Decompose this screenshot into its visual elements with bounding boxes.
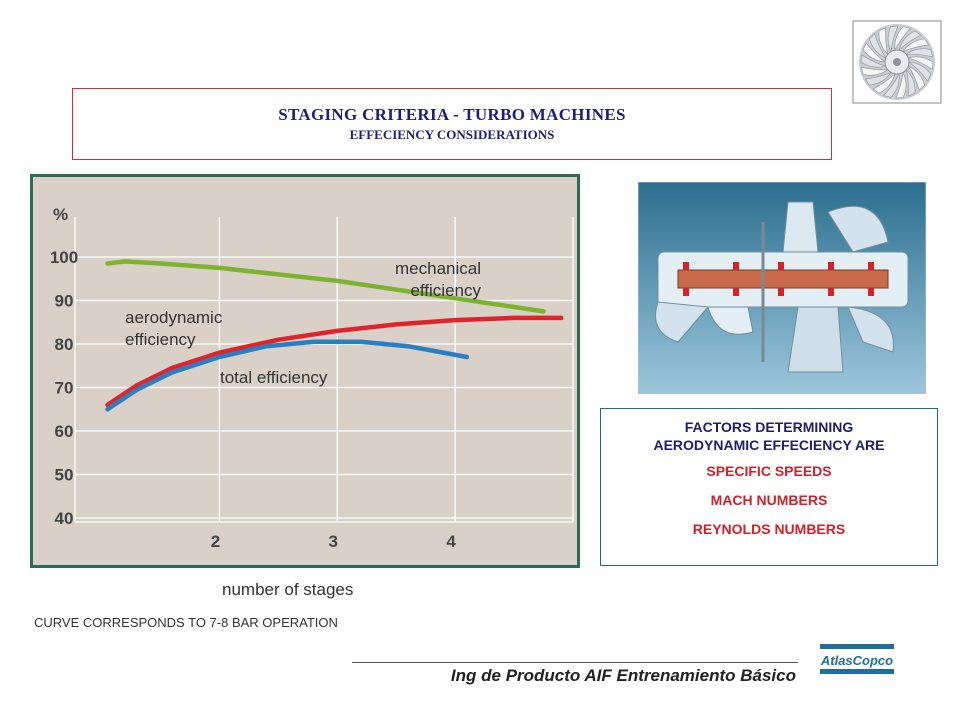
factor-item: SPECIFIC SPEEDS bbox=[706, 463, 832, 479]
footer-divider bbox=[352, 662, 798, 663]
factor-item: MACH NUMBERS bbox=[710, 492, 828, 508]
page-subtitle: EFFECIENCY CONSIDERATIONS bbox=[349, 127, 555, 142]
series-line-mechanical-efficiency bbox=[105, 259, 546, 314]
y-tick-label: 90 bbox=[55, 292, 74, 311]
efficiency-chart-svg: % 40 50 60 70 80 90 100 2 3 4 mechanical efficiency… bbox=[50, 205, 574, 551]
y-tick-label: 50 bbox=[55, 466, 74, 485]
factor-item: REYNOLDS NUMBERS bbox=[692, 521, 846, 537]
factors-heading-line1: FACTORS DETERMINING bbox=[684, 419, 854, 435]
svg-text:AtlasCopco: AtlasCopco bbox=[820, 653, 893, 668]
x-tick-label: 3 bbox=[329, 532, 338, 551]
factors-heading-line2: AERODYNAMIC EFFECIENCY ARE bbox=[653, 437, 885, 453]
x-tick-label: 2 bbox=[211, 532, 220, 551]
x-axis-label: number of stages bbox=[222, 580, 354, 599]
footer-text: Ing de Producto AIF Entrenamiento Básico bbox=[450, 666, 796, 685]
page-title: STAGING CRITERIA - TURBO MACHINES bbox=[278, 105, 626, 124]
series-line-total-efficiency bbox=[105, 339, 470, 412]
atlas-copco-logo: AtlasCopco bbox=[818, 640, 896, 678]
title-box: STAGING CRITERIA - TURBO MACHINES EFFECI… bbox=[72, 88, 832, 160]
series-line-aerodynamic-efficiency bbox=[105, 315, 564, 408]
y-tick-label: 60 bbox=[55, 422, 74, 441]
curve-annotation: total efficiency bbox=[220, 368, 328, 387]
curve-annotation: mechanical bbox=[395, 259, 481, 278]
compressor-cutaway-image bbox=[637, 181, 927, 395]
x-tick-label: 4 bbox=[446, 532, 456, 551]
y-tick-label: 100 bbox=[50, 248, 78, 267]
turbine-wheel-image bbox=[852, 20, 942, 104]
curve-annotation: aerodynamic bbox=[125, 308, 223, 327]
operation-note: CURVE CORRESPONDS TO 7-8 BAR OPERATION bbox=[34, 615, 338, 630]
efficiency-chart: % 40 50 60 70 80 90 100 2 3 4 mechanical efficiency… bbox=[30, 174, 580, 568]
curve-annotation: efficiency bbox=[410, 281, 481, 300]
curve-annotation: efficiency bbox=[125, 330, 196, 349]
y-tick-label: 70 bbox=[55, 379, 74, 398]
factors-box: FACTORS DETERMINING AERODYNAMIC EFFECIEN… bbox=[600, 408, 938, 566]
y-tick-label: 80 bbox=[55, 335, 74, 354]
y-axis-label: % bbox=[53, 205, 68, 224]
y-tick-label: 40 bbox=[55, 509, 74, 528]
